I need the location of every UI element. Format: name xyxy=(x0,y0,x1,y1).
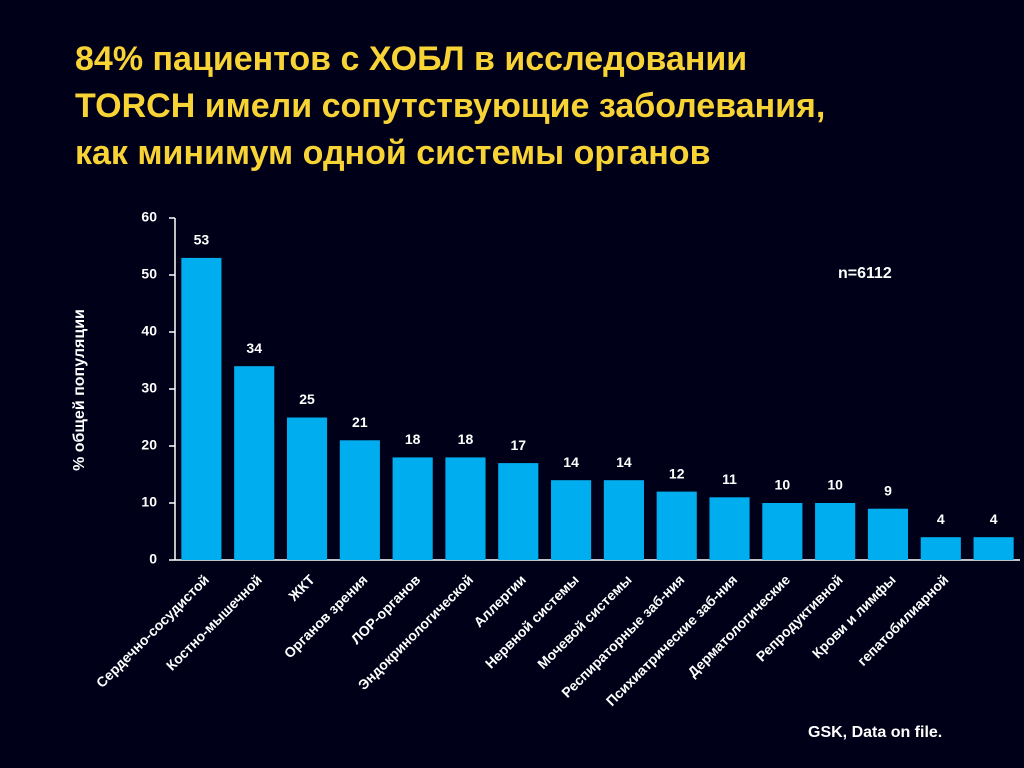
bar xyxy=(339,440,380,560)
x-tick-label: гепатобилиарной xyxy=(854,571,951,668)
bar xyxy=(286,417,328,560)
bar xyxy=(445,457,486,560)
value-label: 9 xyxy=(884,482,892,498)
bar xyxy=(234,366,275,560)
value-label: 11 xyxy=(722,471,737,487)
x-tick-label: Нервной системы xyxy=(482,571,582,671)
value-label: 17 xyxy=(510,437,526,453)
y-tick-label: 60 xyxy=(141,209,157,225)
bar xyxy=(867,508,909,560)
value-label: 21 xyxy=(352,414,368,430)
value-label: 10 xyxy=(827,477,843,493)
value-label: 10 xyxy=(775,477,791,493)
bar xyxy=(392,457,433,560)
y-axis-label: % общей популяции xyxy=(71,309,88,471)
y-tick-label: 20 xyxy=(141,437,157,453)
value-label: 18 xyxy=(405,431,421,447)
bar xyxy=(815,503,856,560)
value-label: 14 xyxy=(616,454,632,470)
bar xyxy=(603,480,644,560)
bar xyxy=(498,463,539,560)
y-tick-label: 0 xyxy=(149,551,157,567)
bar xyxy=(973,537,1014,560)
value-label: 25 xyxy=(299,391,315,407)
x-tick-label: Костно-мышечной xyxy=(163,571,265,673)
bar xyxy=(762,503,803,560)
value-label: 4 xyxy=(937,511,945,527)
annotation: GSK, Data on file. xyxy=(808,724,942,741)
bar xyxy=(709,497,750,560)
chart-title: как минимум одной системы органов xyxy=(75,134,710,172)
y-tick-label: 40 xyxy=(141,323,157,339)
bar xyxy=(551,480,592,560)
value-label: 4 xyxy=(990,511,998,527)
chart-title: 84% пациентов с ХОБЛ в исследовании xyxy=(75,40,747,78)
y-tick-label: 10 xyxy=(141,494,157,510)
annotation: n=6112 xyxy=(838,265,892,282)
value-label: 18 xyxy=(458,431,474,447)
value-label: 53 xyxy=(194,232,210,248)
value-label: 14 xyxy=(563,454,579,470)
value-label: 34 xyxy=(246,340,262,356)
bar xyxy=(920,537,961,560)
x-tick-label: Мочевой системы xyxy=(534,571,635,672)
chart-title: TORCH имели сопутствующие заболевания, xyxy=(75,87,825,125)
bar xyxy=(656,491,697,560)
y-tick-label: 50 xyxy=(141,266,157,282)
value-label: 12 xyxy=(669,465,685,481)
y-tick-label: 30 xyxy=(141,380,157,396)
x-tick-label: ЖКТ xyxy=(284,571,318,605)
bar xyxy=(181,257,222,560)
x-tick-label: Дерматологические xyxy=(684,571,793,680)
